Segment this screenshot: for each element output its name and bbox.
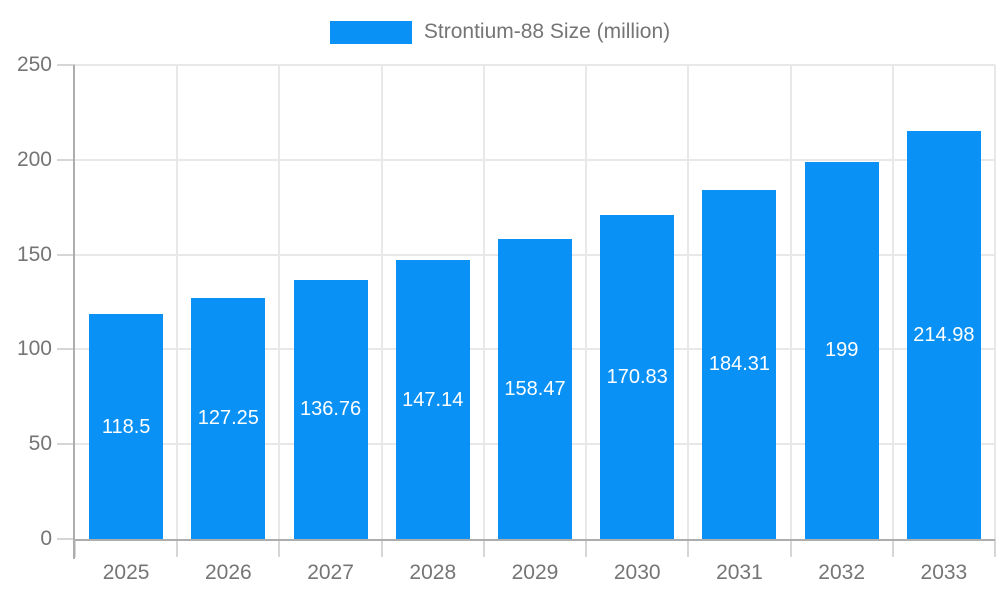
y-axis-tick — [57, 348, 75, 351]
bar-2031 — [702, 189, 777, 539]
y-axis-tick-label: 0 — [40, 527, 52, 550]
gridline-vertical — [687, 65, 690, 539]
gridline-horizontal — [75, 64, 995, 66]
bar-value-label: 147.14 — [402, 388, 464, 411]
x-axis-tick-label: 2033 — [920, 561, 968, 584]
y-axis-tick-label: 250 — [16, 53, 52, 76]
legend-label: Strontium-88 Size (million) — [423, 20, 671, 43]
x-axis-tick-label: 2032 — [818, 561, 866, 584]
x-axis-tick-label: 2031 — [716, 561, 763, 584]
x-axis-line — [73, 539, 995, 541]
y-axis-tick-label: 50 — [28, 432, 52, 456]
x-axis-tick — [891, 539, 894, 557]
bar-2029 — [498, 238, 572, 539]
x-axis-tick — [74, 539, 76, 557]
bar-value-label: 136.76 — [299, 398, 362, 421]
gridline-horizontal — [75, 158, 995, 161]
bar-value-label: 184.31 — [708, 353, 771, 376]
gridline-vertical — [994, 65, 996, 539]
gridline-vertical — [278, 65, 281, 539]
x-axis-tick-label: 2030 — [613, 561, 661, 584]
chart-legend: Strontium-88 Size (million) — [0, 14, 1000, 50]
bar-2032 — [804, 161, 879, 539]
bar-2033 — [906, 131, 981, 539]
x-axis-tick — [789, 539, 792, 557]
x-axis-tick — [687, 539, 690, 557]
x-axis-tick — [278, 539, 281, 557]
x-axis-tick — [380, 539, 383, 557]
y-axis-line — [73, 65, 75, 559]
bar-value-label: 158.47 — [504, 377, 566, 400]
bar-value-label: 170.83 — [606, 366, 668, 389]
y-axis-tick — [57, 158, 75, 161]
x-axis-tick — [176, 539, 179, 557]
gridline-vertical — [585, 65, 588, 539]
gridline-vertical — [176, 65, 179, 539]
bar-value-label: 214.98 — [913, 324, 975, 347]
gridline-vertical — [789, 65, 792, 539]
y-axis-tick-label: 150 — [16, 242, 52, 266]
bar-value-label: 118.5 — [101, 415, 151, 438]
bar-2026 — [191, 297, 266, 539]
y-axis-tick-label: 200 — [16, 147, 52, 171]
legend-color-swatch — [329, 20, 412, 44]
y-axis-tick — [57, 443, 75, 446]
y-axis-tick-label: 100 — [16, 337, 52, 361]
x-axis-tick-label: 2026 — [204, 561, 252, 584]
x-axis-tick-label: 2029 — [511, 561, 559, 584]
bar-2025 — [89, 314, 164, 539]
x-axis-tick-label: 2027 — [307, 561, 354, 584]
bar-value-label: 127.25 — [197, 407, 259, 430]
y-axis-tick — [57, 64, 75, 66]
gridline-vertical — [380, 65, 383, 539]
x-axis-tick-label: 2025 — [102, 561, 150, 584]
gridline-vertical — [482, 65, 485, 539]
bar-2028 — [395, 260, 470, 539]
x-axis-tick — [482, 539, 485, 557]
gridline-vertical — [891, 65, 894, 539]
y-axis-tick — [57, 253, 75, 256]
bar-2030 — [600, 215, 675, 539]
x-axis-tick — [994, 539, 996, 557]
bar-2027 — [293, 279, 368, 539]
y-axis-tick — [57, 538, 75, 540]
x-axis-tick — [585, 539, 588, 557]
x-axis-tick-label: 2028 — [409, 561, 457, 584]
bar-value-label: 199 — [824, 339, 859, 362]
